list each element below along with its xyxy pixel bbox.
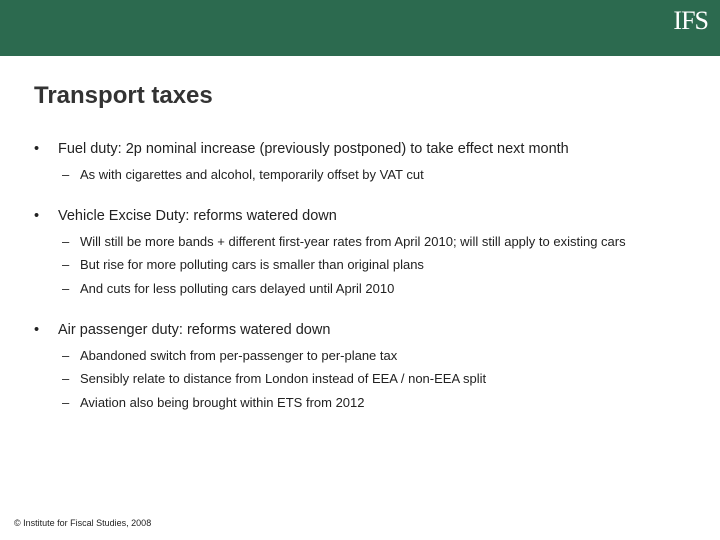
bullet-text: Air passenger duty: reforms watered down — [58, 321, 684, 341]
bullet-text: Fuel duty: 2p nominal increase (previous… — [58, 140, 684, 160]
sub-bullet: – But rise for more polluting cars is sm… — [34, 256, 684, 274]
ifs-logo: IFS — [673, 6, 708, 36]
sub-bullet: – Abandoned switch from per-passenger to… — [34, 347, 684, 365]
section-fuel-duty: • Fuel duty: 2p nominal increase (previo… — [34, 140, 684, 183]
sub-text: Sensibly relate to distance from London … — [80, 370, 684, 388]
sub-bullet: – Aviation also being brought within ETS… — [34, 394, 684, 412]
bullet-marker: • — [34, 140, 58, 160]
header-bar: IFS — [0, 0, 720, 56]
bullet-main: • Vehicle Excise Duty: reforms watered d… — [34, 207, 684, 227]
logo-text: IFS — [673, 6, 708, 36]
bullet-text: Vehicle Excise Duty: reforms watered dow… — [58, 207, 684, 227]
sub-bullet: – As with cigarettes and alcohol, tempor… — [34, 166, 684, 184]
sub-text: But rise for more polluting cars is smal… — [80, 256, 684, 274]
dash-marker: – — [58, 166, 80, 184]
bullet-main: • Air passenger duty: reforms watered do… — [34, 321, 684, 341]
slide: IFS Transport taxes • Fuel duty: 2p nomi… — [0, 0, 720, 540]
sub-text: Abandoned switch from per-passenger to p… — [80, 347, 684, 365]
sub-text: Aviation also being brought within ETS f… — [80, 394, 684, 412]
section-apd: • Air passenger duty: reforms watered do… — [34, 321, 684, 411]
bullet-main: • Fuel duty: 2p nominal increase (previo… — [34, 140, 684, 160]
bullet-marker: • — [34, 207, 58, 227]
copyright-footer: © Institute for Fiscal Studies, 2008 — [14, 518, 151, 528]
bullet-marker: • — [34, 321, 58, 341]
sub-text: And cuts for less polluting cars delayed… — [80, 280, 684, 298]
dash-marker: – — [58, 370, 80, 388]
dash-marker: – — [58, 256, 80, 274]
section-ved: • Vehicle Excise Duty: reforms watered d… — [34, 207, 684, 297]
sub-bullet: – Will still be more bands + different f… — [34, 233, 684, 251]
sub-bullet: – And cuts for less polluting cars delay… — [34, 280, 684, 298]
dash-marker: – — [58, 347, 80, 365]
sub-text: Will still be more bands + different fir… — [80, 233, 684, 251]
dash-marker: – — [58, 280, 80, 298]
sub-text: As with cigarettes and alcohol, temporar… — [80, 166, 684, 184]
slide-title: Transport taxes — [34, 82, 213, 110]
content-area: • Fuel duty: 2p nominal increase (previo… — [34, 140, 684, 412]
dash-marker: – — [58, 394, 80, 412]
sub-bullet: – Sensibly relate to distance from Londo… — [34, 370, 684, 388]
dash-marker: – — [58, 233, 80, 251]
